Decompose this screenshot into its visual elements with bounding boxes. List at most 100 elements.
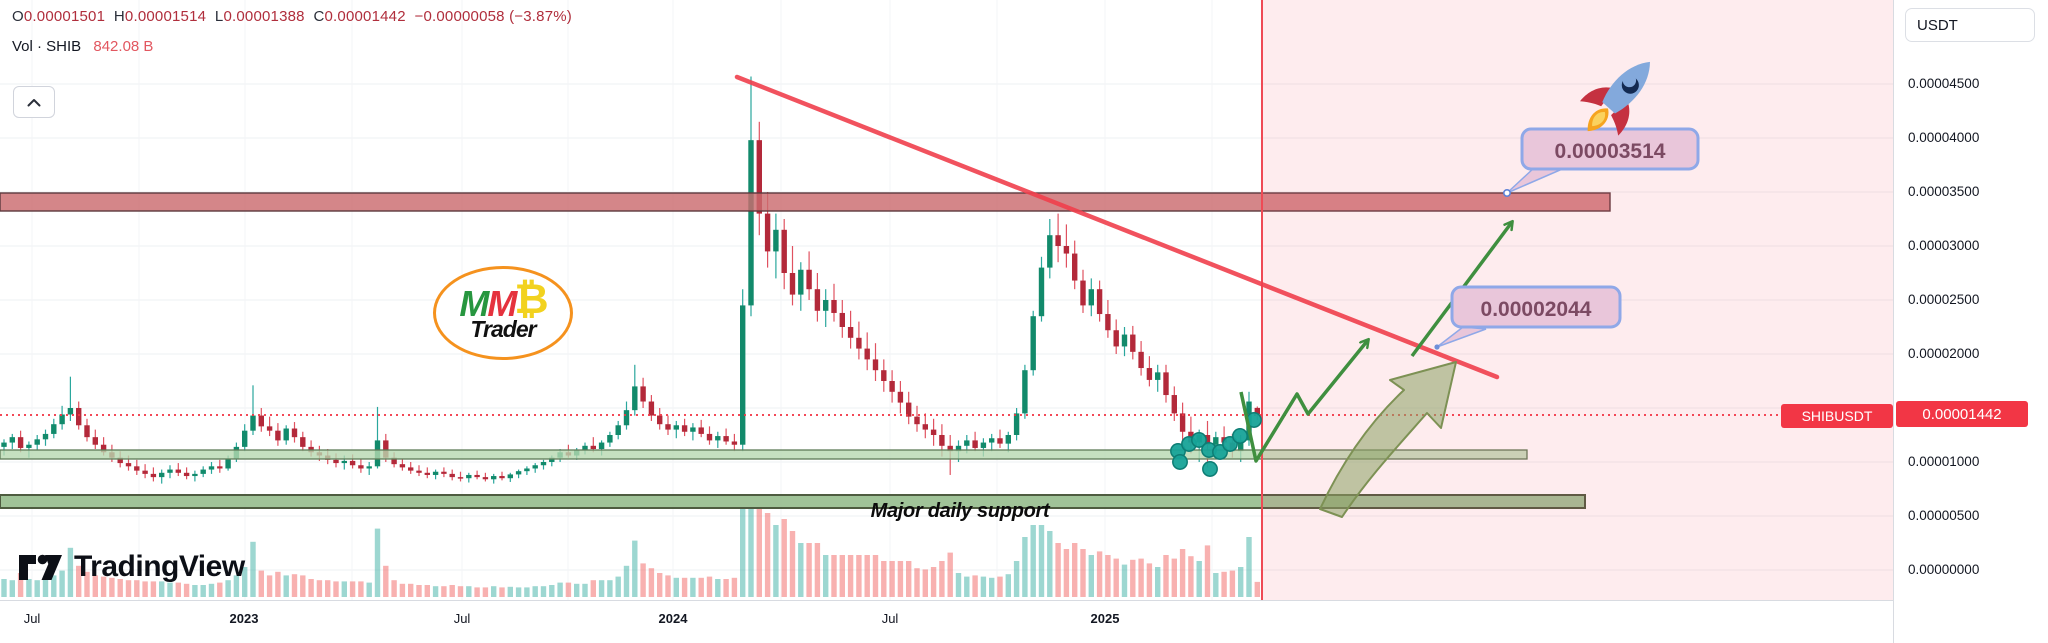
volume-bar [856, 555, 862, 597]
volume-bar [300, 575, 306, 597]
candle-body [1204, 435, 1211, 445]
big-bullish-arrow[interactable] [1319, 361, 1457, 518]
volume-bar [764, 513, 771, 597]
candle-body [1088, 289, 1094, 306]
candle-body [922, 424, 928, 430]
candle-body [499, 476, 505, 479]
candle-body [92, 437, 98, 445]
major-support-zone-band[interactable] [0, 494, 1586, 509]
volume-bar [657, 573, 663, 597]
ohlc-legend[interactable]: O0.00001501 H0.00001514 L0.00001388 C0.0… [12, 8, 572, 25]
mmb-logo-trader-text: Trader [470, 315, 536, 342]
volume-bar [200, 585, 206, 597]
volume-bar [258, 570, 264, 597]
high-label: H [113, 8, 125, 25]
candle-body [748, 140, 754, 306]
volume-bar [715, 579, 721, 597]
candle-body [275, 430, 281, 441]
candle-body [847, 327, 854, 338]
rocket-icon[interactable] [1569, 45, 1670, 149]
mid-target-callout[interactable] [1450, 285, 1622, 329]
volume-bar [266, 575, 273, 597]
candle-body [740, 305, 746, 445]
candle-body [424, 472, 430, 475]
volume-bar [1155, 567, 1161, 597]
volume-bar [308, 579, 314, 597]
candle-body [524, 468, 530, 472]
volume-bar [1030, 525, 1036, 597]
volume-bar [1138, 558, 1144, 597]
upper-target-callout[interactable] [1520, 127, 1700, 171]
volume-bar [291, 574, 298, 597]
candle-body [1096, 289, 1103, 315]
volume-bar [665, 575, 671, 597]
collapse-indicator-button[interactable] [13, 86, 55, 118]
candle-body [76, 408, 82, 426]
candle-body [648, 401, 655, 416]
tradingview-watermark[interactable]: TradingView [18, 550, 245, 584]
volume-bar [980, 576, 987, 597]
candle-body [491, 476, 497, 480]
candle-body [806, 269, 812, 290]
candle-body [1047, 235, 1053, 268]
resistance-zone-band[interactable] [0, 192, 1611, 212]
volume-bar [640, 563, 646, 597]
candle-body [26, 444, 32, 448]
volume-bar [632, 540, 638, 597]
zigzag-breakout-arrow[interactable] [1239, 340, 1368, 463]
candle-body [225, 458, 231, 469]
candle-body [84, 425, 90, 438]
volume-bar [192, 585, 198, 597]
candle-body [756, 140, 762, 214]
volume-bar [1080, 549, 1086, 597]
support-touch-dots[interactable] [1170, 412, 1262, 477]
volume-bar [823, 555, 829, 597]
volume-bar [623, 565, 630, 597]
volume-bar [250, 541, 256, 597]
support-dot[interactable] [1191, 432, 1207, 448]
support-dot[interactable] [1172, 454, 1188, 470]
volume-bar [34, 580, 40, 597]
candle-body [167, 469, 173, 473]
price-axis[interactable]: USDT 0.00004500 0.00004000 0.00003500 0.000… [1893, 0, 2048, 643]
candle-body [980, 442, 987, 448]
candle-body [814, 289, 821, 311]
candle-body [657, 415, 663, 425]
candle-body [300, 437, 306, 447]
candle-body [781, 229, 787, 273]
time-axis[interactable]: Jul 2023 Jul 2024 Jul 2025 [0, 600, 1893, 643]
volume-bar [1038, 525, 1045, 597]
volume-bar [17, 573, 24, 597]
upper-support-zone-band[interactable] [0, 449, 1528, 460]
volume-bar [1204, 545, 1211, 597]
candle-body [391, 457, 397, 465]
price-axis-label: 0.00003500 [1908, 184, 1980, 199]
support-dot[interactable] [1202, 461, 1218, 477]
chevron-up-icon [27, 98, 41, 106]
major-support-label[interactable]: Major daily support [870, 500, 1050, 522]
volume-legend[interactable]: Vol · SHIB 842.08 B [12, 38, 153, 55]
candle-body [1238, 440, 1244, 452]
candle-body [1254, 407, 1260, 415]
currency-selector[interactable]: USDT [1905, 8, 2035, 42]
candle-body [416, 470, 422, 473]
price-axis-label: 0.00004500 [1908, 76, 1980, 91]
volume-bar [590, 580, 596, 597]
candle-body [690, 427, 696, 432]
price-axis-label: 0.00002500 [1908, 292, 1980, 307]
candle-body [383, 440, 389, 458]
volume-bar [59, 570, 65, 597]
candle-body [889, 381, 895, 392]
descending-trendline[interactable] [734, 74, 1500, 380]
support-dot[interactable] [1232, 428, 1248, 444]
candle-body [42, 433, 49, 440]
volume-bar [175, 582, 181, 597]
price-axis-label: 0.00000000 [1908, 562, 1980, 577]
candle-body [208, 466, 215, 470]
low-label: L [214, 8, 224, 25]
volume-bar [391, 580, 397, 597]
chart-canvas[interactable]: 0.00003514 0.00002044 [0, 0, 1893, 600]
candle-body [964, 440, 970, 446]
open-label: O [12, 8, 24, 25]
time-axis-label: 2024 [658, 611, 688, 626]
